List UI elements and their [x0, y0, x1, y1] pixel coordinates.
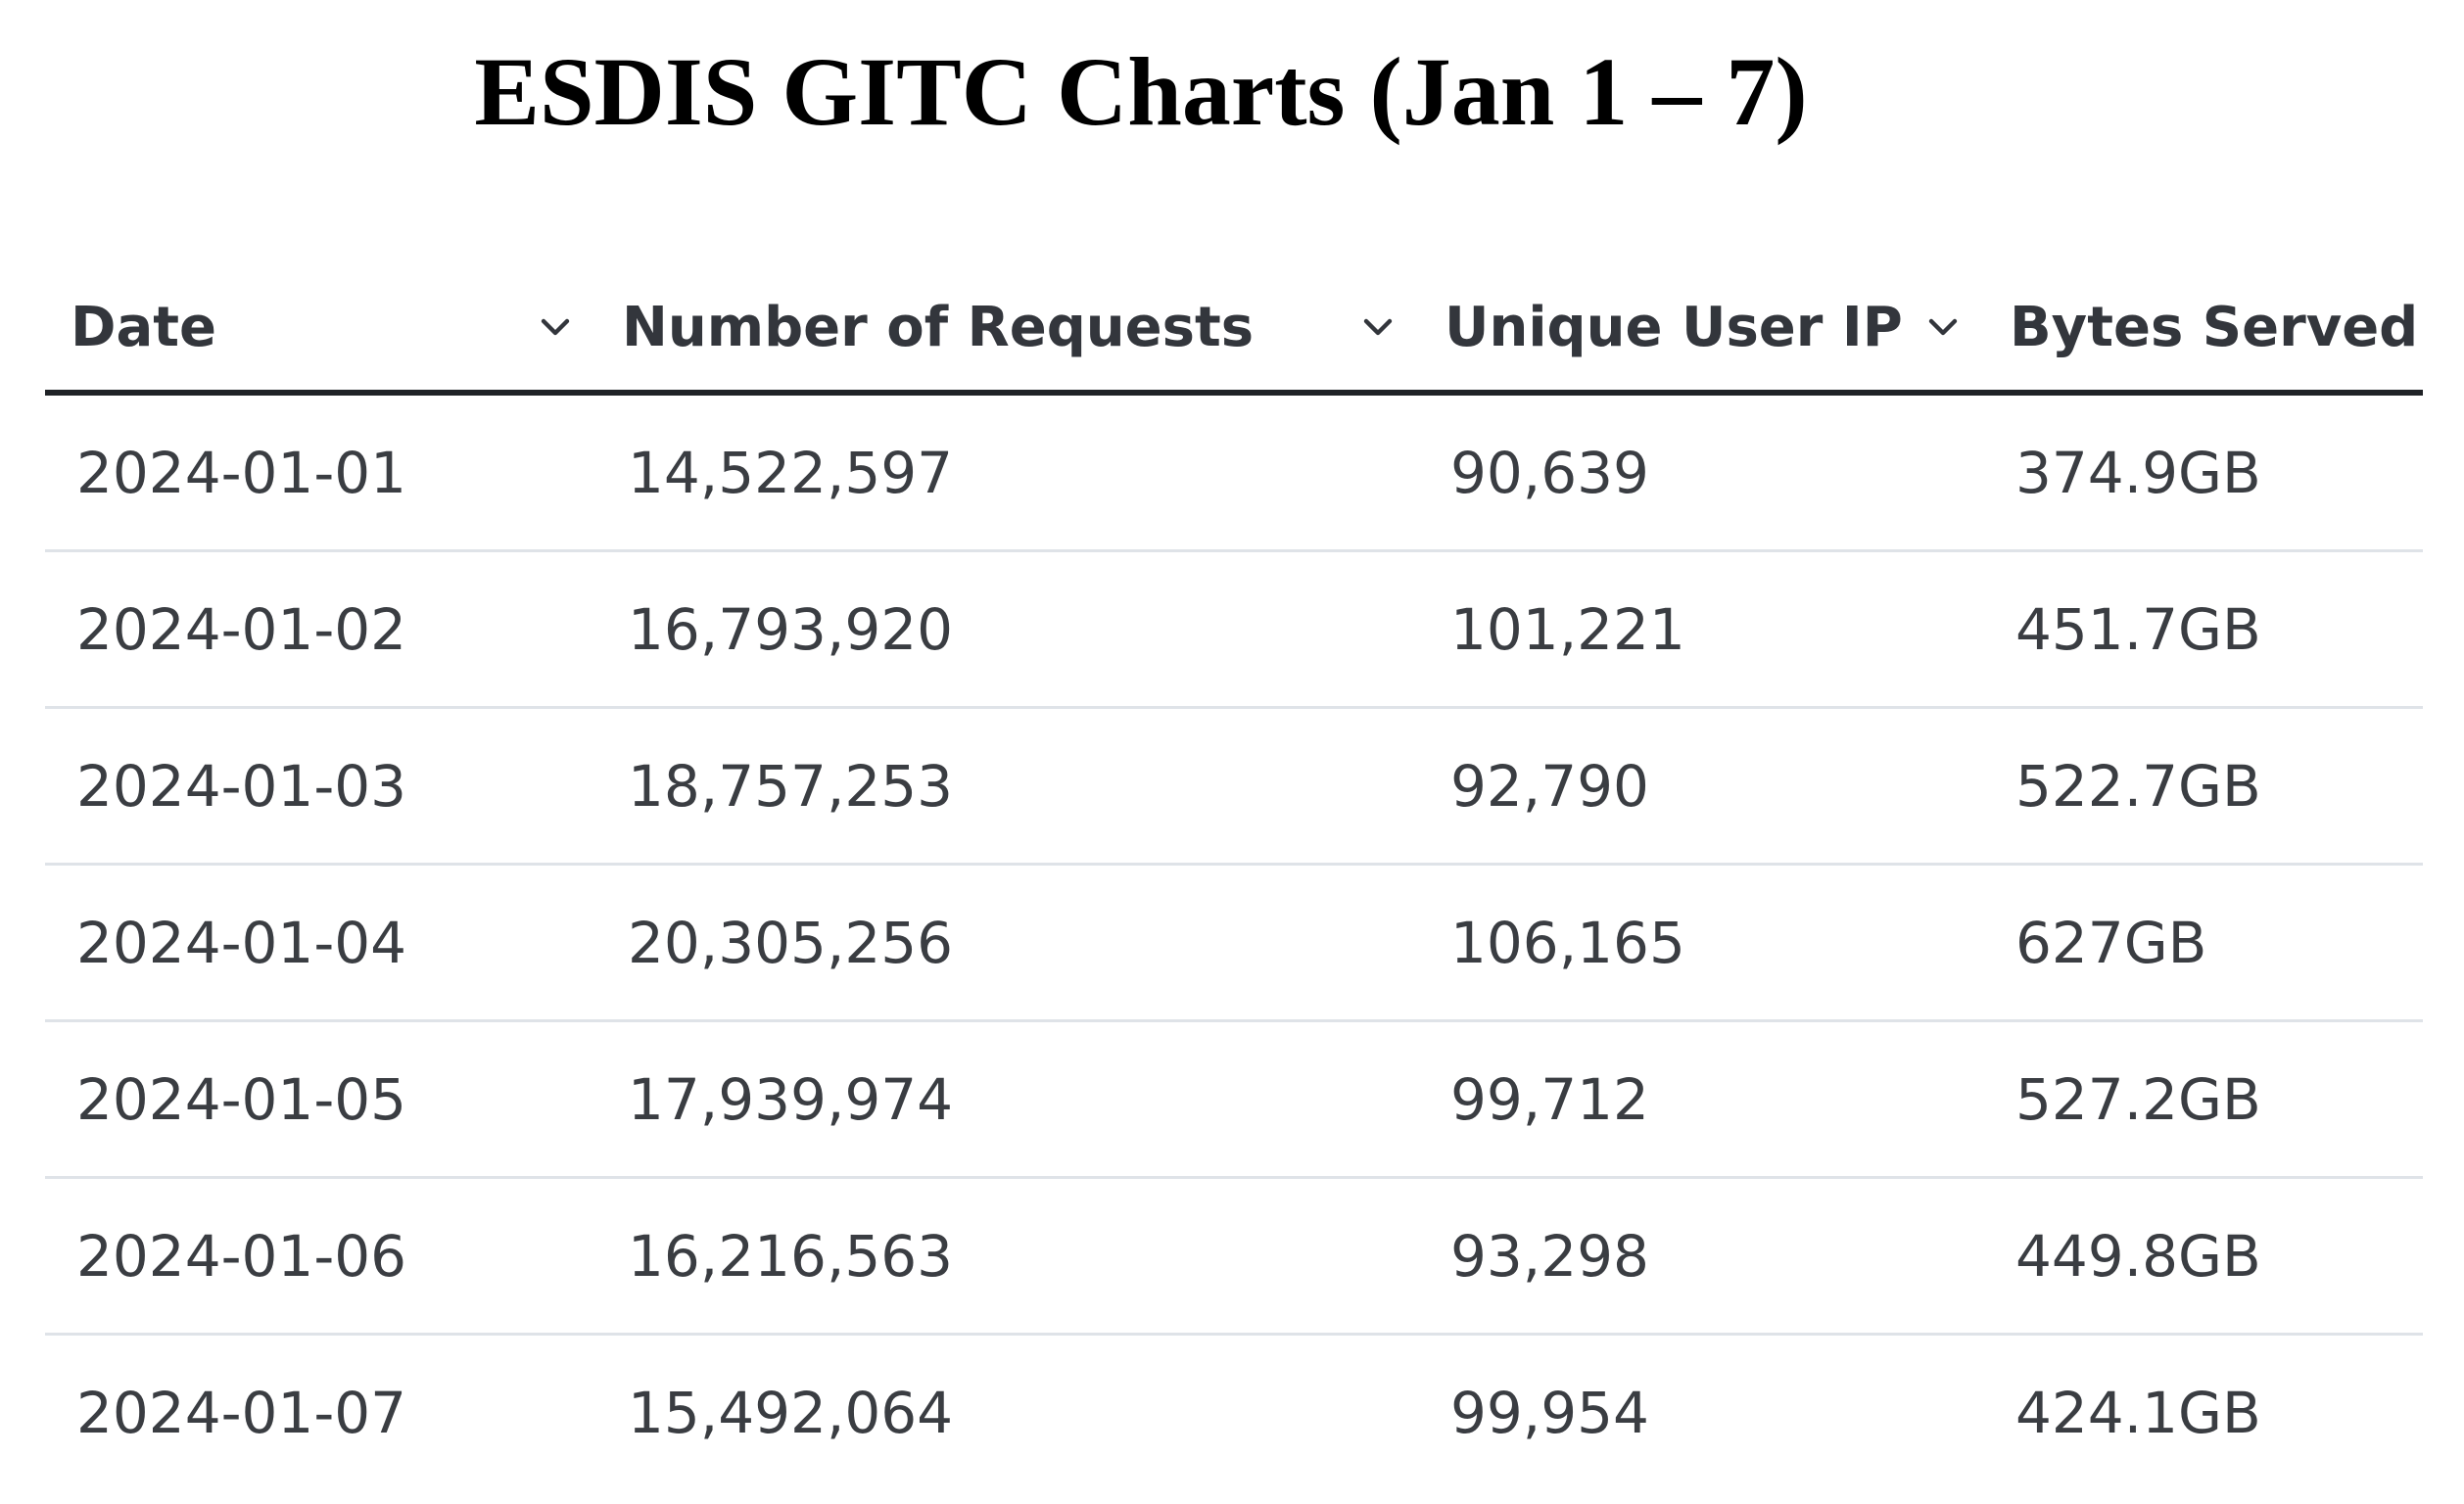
page-title: ESDIS GITC Charts (Jan 1 – 7): [474, 37, 1808, 146]
cell-date: 2024-01-03: [76, 752, 407, 820]
cell-date: 2024-01-01: [76, 439, 407, 506]
cell-unique-user-ip: 93,298: [1450, 1222, 1649, 1290]
cell-number-of-requests: 15,492,064: [628, 1379, 954, 1446]
column-header-number-of-requests[interactable]: Number of Requests: [596, 264, 1419, 390]
data-table: Date Number of Requests Unique User IP B…: [45, 264, 2423, 1489]
table-row: 2024-01-06 16,216,563 93,298 449.8GB: [45, 1179, 2423, 1336]
column-header-label: Number of Requests: [622, 295, 1255, 359]
cell-bytes-served: 522.7GB: [2015, 752, 2261, 820]
cell-unique-user-ip: 92,790: [1450, 752, 1649, 820]
cell-date: 2024-01-05: [76, 1065, 407, 1133]
table-row: 2024-01-02 16,793,920 101,221 451.7GB: [45, 552, 2423, 709]
cell-number-of-requests: 18,757,253: [628, 752, 954, 820]
cell-number-of-requests: 16,216,563: [628, 1222, 954, 1290]
chevron-down-icon[interactable]: [1358, 307, 1398, 347]
cell-number-of-requests: 20,305,256: [628, 909, 954, 976]
cell-number-of-requests: 16,793,920: [628, 595, 954, 663]
table-row: 2024-01-05 17,939,974 99,712 527.2GB: [45, 1022, 2423, 1179]
table-row: 2024-01-01 14,522,597 90,639 374.9GB: [45, 396, 2423, 552]
column-header-bytes-served[interactable]: Bytes Served: [1984, 264, 2423, 390]
column-header-label: Date: [71, 295, 217, 359]
column-header-label: Bytes Served: [2010, 295, 2419, 359]
cell-unique-user-ip: 106,165: [1450, 909, 1685, 976]
cell-bytes-served: 451.7GB: [2015, 595, 2261, 663]
cell-bytes-served: 374.9GB: [2015, 439, 2261, 506]
cell-date: 2024-01-07: [76, 1379, 407, 1446]
cell-unique-user-ip: 99,954: [1450, 1379, 1649, 1446]
table-row: 2024-01-07 15,492,064 99,954 424.1GB: [45, 1336, 2423, 1489]
cell-unique-user-ip: 99,712: [1450, 1065, 1649, 1133]
cell-number-of-requests: 17,939,974: [628, 1065, 954, 1133]
cell-bytes-served: 527.2GB: [2015, 1065, 2261, 1133]
table-header-row: Date Number of Requests Unique User IP B…: [45, 264, 2423, 396]
table-row: 2024-01-04 20,305,256 106,165 627GB: [45, 866, 2423, 1022]
cell-unique-user-ip: 90,639: [1450, 439, 1649, 506]
cell-bytes-served: 627GB: [2015, 909, 2207, 976]
column-header-label: Unique User IP: [1445, 295, 1903, 359]
cell-date: 2024-01-02: [76, 595, 407, 663]
table-row: 2024-01-03 18,757,253 92,790 522.7GB: [45, 709, 2423, 866]
cell-unique-user-ip: 101,221: [1450, 595, 1685, 663]
cell-date: 2024-01-06: [76, 1222, 407, 1290]
cell-bytes-served: 449.8GB: [2015, 1222, 2261, 1290]
column-header-date[interactable]: Date: [45, 264, 596, 390]
cell-bytes-served: 424.1GB: [2015, 1379, 2261, 1446]
column-header-unique-user-ip[interactable]: Unique User IP: [1419, 264, 1984, 390]
chevron-down-icon[interactable]: [1923, 307, 1963, 347]
chevron-down-icon[interactable]: [536, 307, 575, 347]
cell-date: 2024-01-04: [76, 909, 407, 976]
cell-number-of-requests: 14,522,597: [628, 439, 954, 506]
